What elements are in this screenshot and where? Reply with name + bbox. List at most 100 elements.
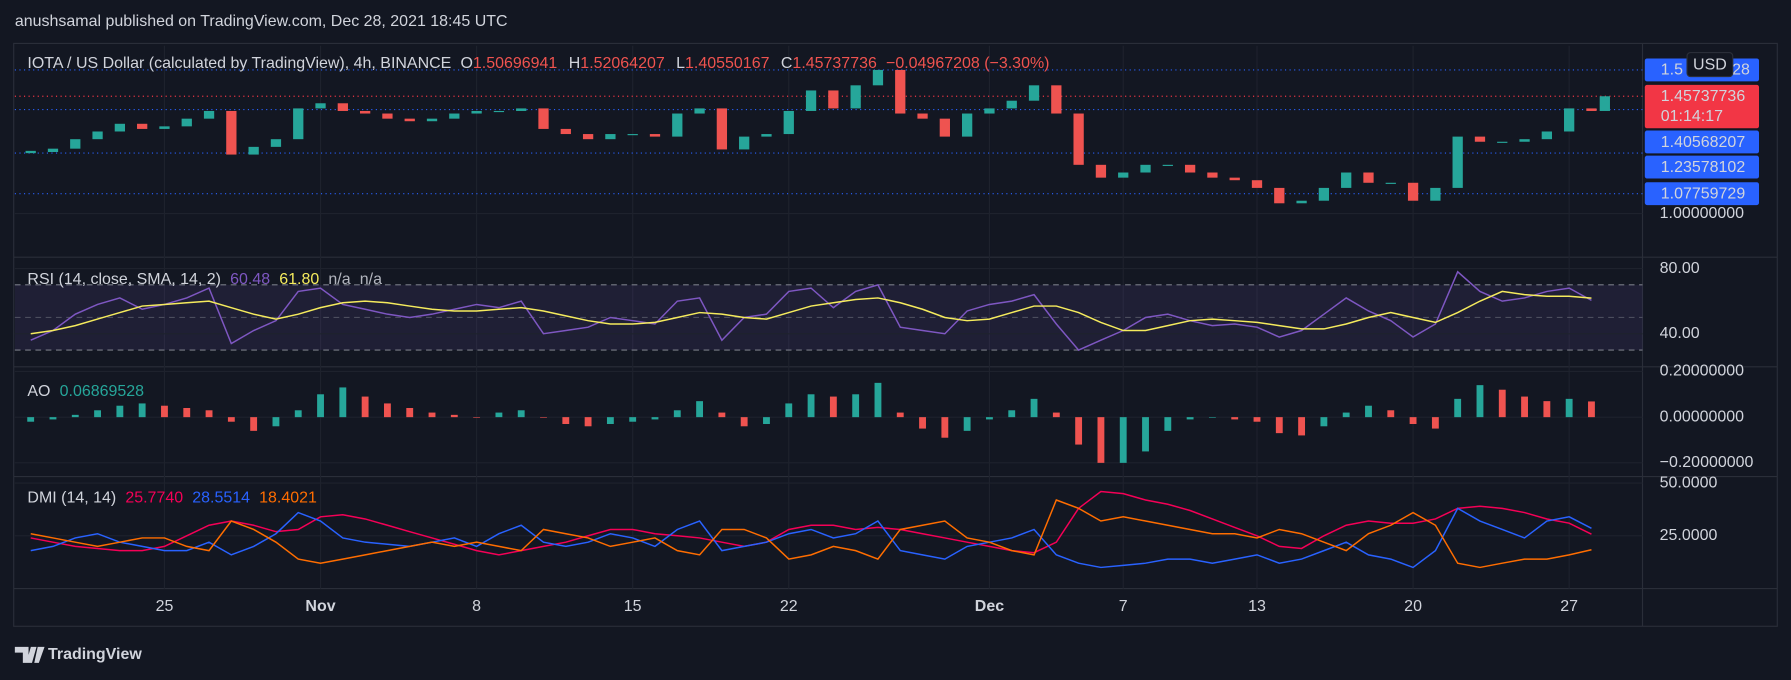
candle — [895, 69, 906, 114]
ao-bar — [361, 396, 369, 418]
price-badge-label-end: 28 — [1732, 62, 1750, 79]
indicator-line — [30, 507, 1592, 569]
candle — [917, 113, 928, 119]
candle — [1564, 108, 1575, 132]
candle — [1341, 172, 1352, 188]
candle — [359, 110, 371, 114]
ao-bar — [116, 405, 124, 418]
y-tick-label: 80.00 — [1660, 260, 1700, 277]
ao-bar — [1208, 417, 1216, 418]
ao-bar — [227, 417, 235, 422]
ao-bar — [339, 387, 347, 418]
ohlc-value: 1.50696941 — [473, 55, 558, 72]
candle — [337, 103, 348, 111]
candle — [649, 134, 661, 137]
pane-legend: DMI (14, 14) 25.7740 28.5514 18.4021 — [27, 490, 317, 507]
x-tick-label: 20 — [1404, 598, 1422, 615]
price-badge-label: 1.07759729 — [1661, 185, 1746, 202]
ao-bar — [517, 410, 525, 418]
legend-value: 60.48 — [230, 271, 270, 288]
candle — [159, 126, 170, 129]
y-tick-label: 1.00000000 — [1660, 205, 1745, 222]
candle — [605, 134, 616, 140]
ohlc-label: C — [781, 55, 793, 72]
price-badge-label: 1.45737736 — [1661, 88, 1746, 105]
panes — [13, 43, 1778, 627]
y-tick-label: 0.00000000 — [1660, 408, 1745, 425]
ao-bar — [986, 417, 993, 420]
legend-value: n/a — [328, 271, 350, 288]
ao-bar — [1142, 417, 1149, 452]
y-tick-label: −0.20000000 — [1660, 454, 1754, 471]
candle — [672, 113, 683, 137]
candle — [1541, 131, 1552, 140]
x-tick-label: 8 — [472, 598, 481, 615]
candle — [226, 110, 237, 155]
candle — [92, 131, 103, 140]
legend-value: n/a — [360, 271, 382, 288]
ao-bar — [1052, 412, 1060, 418]
ao-bar — [763, 417, 770, 424]
ao-bar — [852, 394, 860, 418]
candle — [1229, 177, 1240, 181]
legend-value: 18.4021 — [259, 490, 317, 507]
candle — [449, 113, 460, 119]
x-tick-label: 25 — [156, 598, 174, 615]
ao-bar — [406, 408, 414, 418]
indicator-line — [30, 490, 1592, 556]
candle — [783, 110, 794, 135]
ao-bar — [651, 417, 659, 420]
candle — [627, 134, 638, 136]
candle — [962, 113, 973, 137]
x-tick-label: 15 — [624, 598, 642, 615]
candle — [1118, 172, 1129, 178]
legend-value: 61.80 — [279, 271, 319, 288]
ohlc-label: L — [676, 55, 685, 72]
indicator-line — [30, 290, 1592, 335]
ao-bar — [584, 417, 592, 427]
ohlc-value: 1.45737736 — [792, 55, 877, 72]
candle — [516, 108, 527, 111]
ao-bar — [1543, 401, 1551, 418]
ao-bar — [1075, 417, 1083, 445]
ao-bar — [740, 417, 748, 427]
candle — [1586, 108, 1597, 111]
y-tick-label: 50.0000 — [1660, 474, 1718, 491]
ao-bar — [540, 417, 547, 418]
candle — [114, 123, 126, 132]
ao-bar — [1342, 412, 1350, 418]
x-tick-label: Dec — [975, 598, 1004, 615]
ao-bar — [94, 410, 101, 418]
ohlc-value: 1.40550167 — [685, 55, 770, 72]
ao-bar — [1521, 396, 1528, 418]
candle — [850, 85, 861, 109]
ao-bar — [919, 417, 926, 429]
ao-bar — [1365, 405, 1372, 418]
ao-bar — [183, 408, 191, 418]
candle — [1140, 164, 1151, 173]
candle — [1363, 172, 1374, 183]
ao-bar — [1030, 398, 1038, 418]
candle — [582, 134, 594, 140]
ao-bar — [807, 394, 815, 418]
candle — [270, 139, 282, 147]
ao-bar — [1565, 398, 1573, 418]
ao-bar — [1431, 417, 1439, 429]
x-tick-label: 7 — [1119, 598, 1128, 615]
candle — [828, 90, 839, 109]
price-change: −0.04967208 (−3.30%) — [886, 55, 1049, 72]
candle — [761, 134, 772, 137]
candle — [1452, 136, 1463, 188]
ao-bar — [718, 412, 726, 418]
logo-text: TradingView — [48, 646, 142, 663]
ao-bar — [829, 396, 837, 418]
candle — [47, 148, 59, 152]
ao-bar — [205, 410, 213, 418]
ao-bar — [629, 417, 637, 422]
currency-box — [1686, 52, 1734, 78]
candle — [493, 110, 505, 113]
candle — [1162, 164, 1173, 166]
candle — [248, 146, 259, 155]
x-tick-label: 22 — [780, 598, 798, 615]
